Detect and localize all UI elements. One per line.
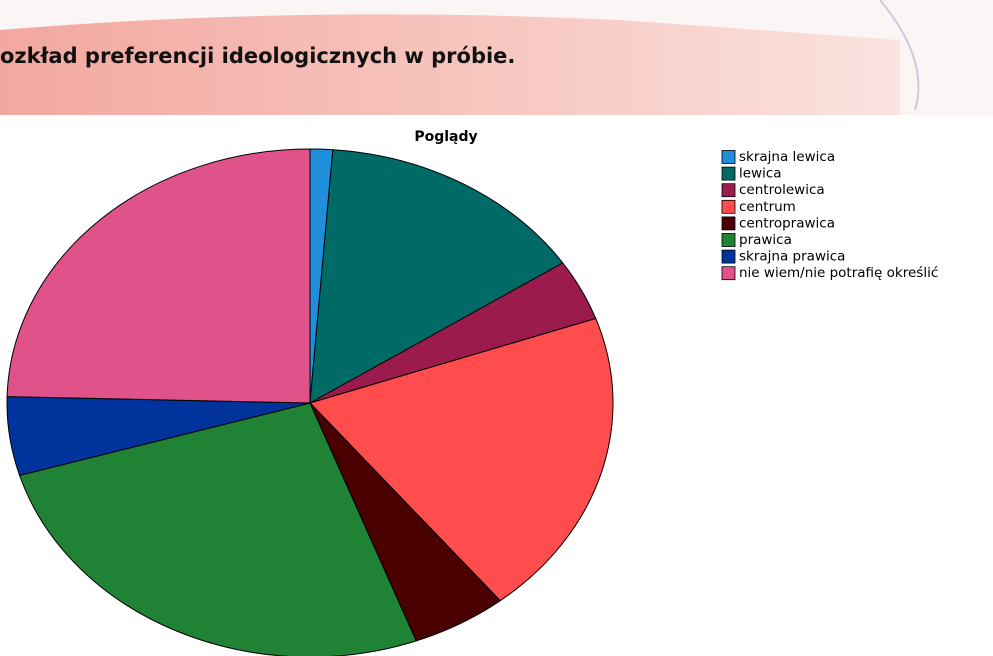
legend-label: centroprawica	[739, 215, 835, 231]
legend-swatch	[721, 166, 736, 181]
header-decoration	[879, 0, 920, 111]
legend-swatch	[721, 249, 736, 264]
legend-label: skrajna prawica	[739, 249, 845, 265]
legend-label: centrum	[739, 199, 796, 215]
legend-label: nie wiem/nie potrafię określić	[739, 265, 938, 281]
pie-slice	[18, 402, 417, 656]
legend-swatch	[721, 199, 736, 214]
pie-slice	[6, 148, 311, 404]
legend-swatch	[721, 216, 736, 231]
pie-slice	[309, 149, 564, 404]
pie	[6, 148, 614, 656]
pie-slice	[309, 317, 614, 602]
header: ozkład preferencji ideologicznych w prób…	[0, 0, 993, 115]
legend-label: prawica	[739, 232, 792, 248]
legend: skrajna lewicalewicacentrolewicacentrumc…	[721, 149, 938, 281]
legend-swatch	[721, 183, 736, 198]
legend-label: skrajna lewica	[739, 149, 835, 165]
legend-swatch	[721, 233, 736, 247]
legend-label: lewica	[739, 166, 782, 182]
header-band	[0, 14, 900, 115]
legend-label: centrolewica	[739, 182, 825, 198]
chart-title: Poglądy	[414, 129, 477, 145]
legend-swatch	[721, 150, 736, 164]
page-title: ozkład preferencji ideologicznych w prób…	[0, 44, 515, 68]
legend-swatch	[721, 266, 736, 281]
